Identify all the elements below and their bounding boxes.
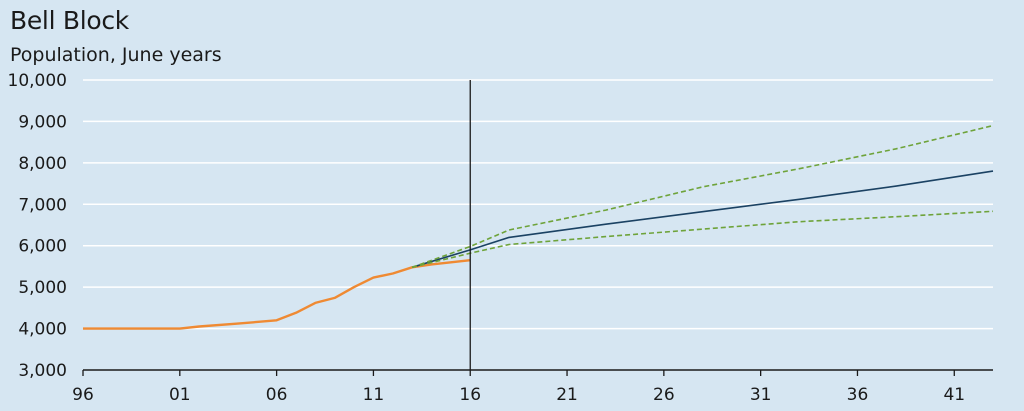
series-lines	[83, 124, 994, 330]
x-tick-label: 26	[653, 385, 675, 405]
x-tick-label: 96	[72, 385, 94, 405]
y-tick-label: 3,000	[18, 361, 67, 381]
y-tick-label: 5,000	[18, 278, 67, 298]
y-tick-label: 4,000	[18, 320, 67, 340]
x-tick-label: 11	[363, 385, 385, 405]
chart-title: Bell Block	[10, 6, 129, 35]
x-tick-label: 36	[847, 385, 869, 405]
y-tick-label: 9,000	[18, 112, 67, 132]
series-line	[83, 259, 471, 330]
y-axis-tick-labels: 3,000 4,000 5,000 6,000 7,000 8,000 9,000 10,00…	[8, 71, 67, 381]
x-tick-label: 31	[750, 385, 772, 405]
series-line	[411, 170, 994, 269]
x-tick-label: 01	[169, 385, 191, 405]
x-tick-label: 41	[943, 385, 965, 405]
series-line	[411, 124, 994, 269]
x-tick-label: 21	[556, 385, 578, 405]
x-tick-label: 16	[459, 385, 481, 405]
gridlines	[83, 79, 993, 330]
y-tick-label: 10,000	[8, 71, 67, 91]
x-axis-tick-labels: 96 01 06 11 16 21 26 31 36 41	[72, 385, 965, 405]
axes	[82, 369, 993, 376]
y-tick-label: 6,000	[18, 237, 67, 257]
x-tick-label: 06	[266, 385, 288, 405]
series-line	[411, 210, 994, 269]
y-tick-label: 8,000	[18, 154, 67, 174]
chart-subtitle: Population, June years	[10, 44, 222, 66]
y-tick-label: 7,000	[18, 195, 67, 215]
